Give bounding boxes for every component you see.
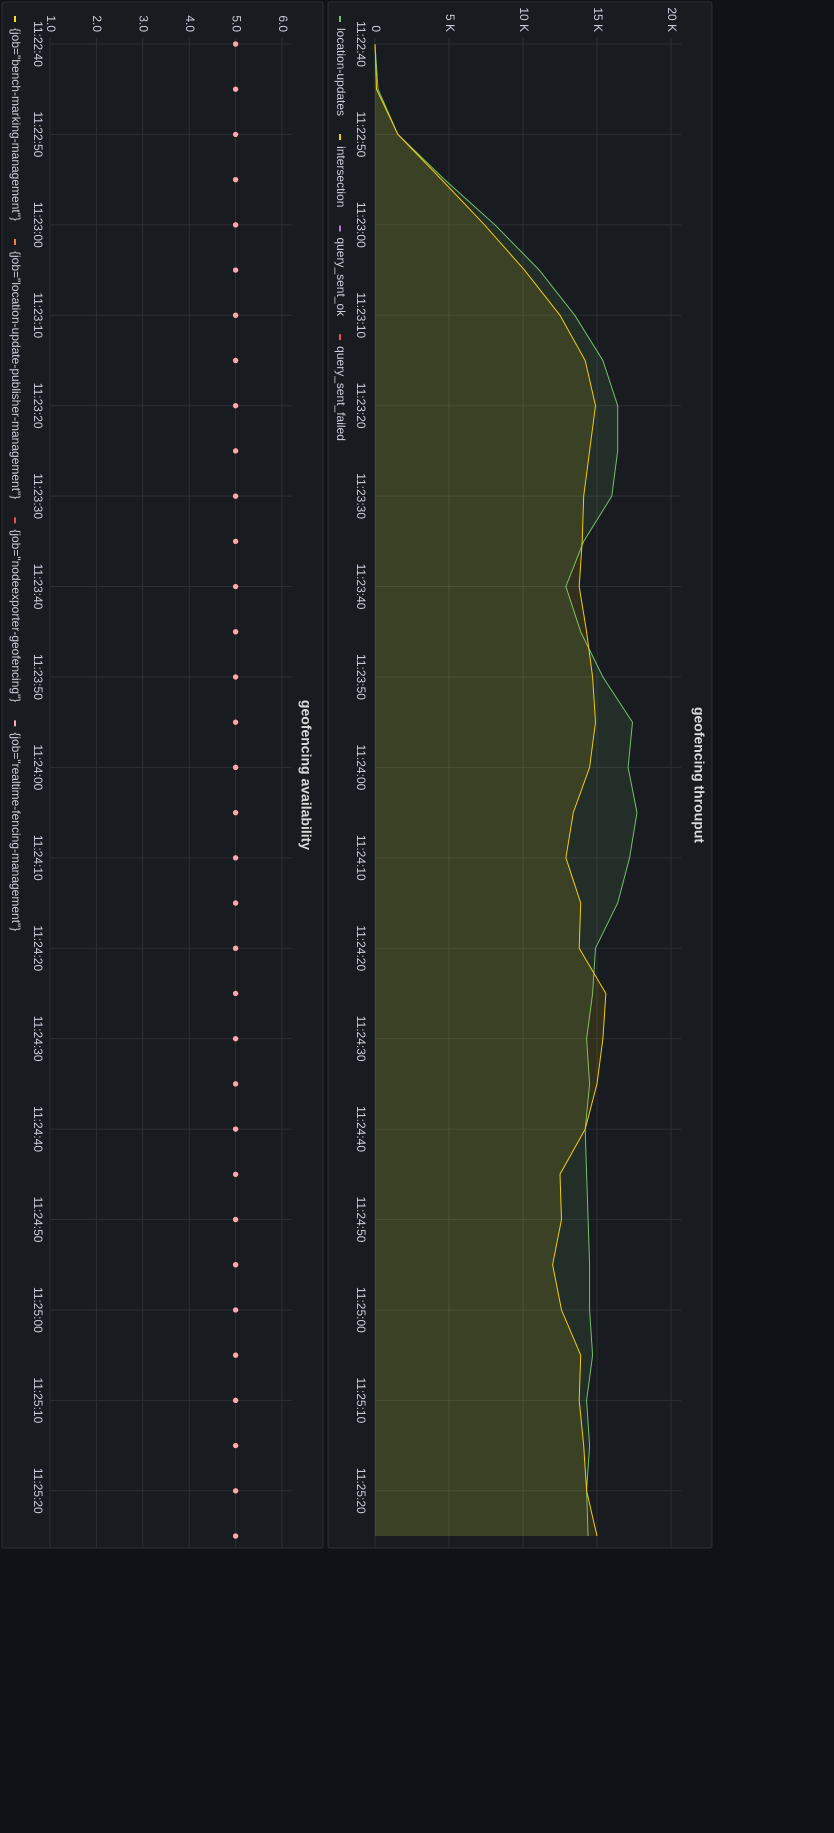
x-tick-label: 11:23:00	[354, 202, 368, 248]
point	[232, 1442, 239, 1449]
x-tick-label: 11:24:50	[354, 1197, 368, 1243]
point	[232, 1036, 239, 1042]
y-tick-label: 10 K	[517, 7, 531, 32]
point	[232, 493, 239, 499]
x-tick-label: 11:23:30	[354, 473, 368, 519]
x-tick-label: 11:23:50	[31, 654, 45, 700]
rotated-dashboard: geofencing throuput 0 5 K 10 K 15 K 20 K 11:22…	[1, 1, 713, 1549]
legend-label: {job="nodeexporter-geofencing"}	[9, 529, 23, 702]
legend-label: query_sent_failed	[334, 346, 348, 441]
area	[375, 44, 606, 1536]
y-tick-label: 4.0	[183, 15, 197, 32]
point	[232, 1171, 239, 1177]
x-tick-label: 11:22:50	[31, 112, 45, 158]
x-tick-label: 11:25:20	[31, 1468, 45, 1514]
point	[232, 1307, 239, 1313]
panel	[327, 1, 713, 1549]
point	[232, 900, 239, 906]
x-tick-label: 11:25:10	[31, 1377, 45, 1423]
point	[232, 1488, 239, 1494]
x-tick-label: 11:22:50	[354, 112, 368, 158]
x-tick-label: 11:23:00	[31, 202, 45, 248]
x-tick-label: 11:23:10	[354, 292, 368, 338]
point	[232, 357, 239, 364]
x-tick-label: 11:23:40	[354, 564, 368, 610]
legend-label: {job="realtime-fencing-management"}	[9, 732, 23, 931]
x-tick-label: 11:24:30	[354, 1016, 368, 1062]
point	[232, 719, 239, 725]
area	[375, 44, 637, 1536]
point	[232, 1262, 239, 1268]
x-tick-label: 11:24:00	[31, 744, 45, 790]
point	[232, 1352, 239, 1358]
point	[232, 1397, 239, 1403]
line	[374, 43, 607, 1537]
point	[232, 674, 239, 680]
y-tick-label: 1.0	[44, 15, 58, 32]
y-tick-label: 2.0	[90, 15, 104, 32]
point	[232, 629, 239, 635]
point	[232, 86, 239, 92]
x-tick-label: 11:25:00	[31, 1287, 45, 1333]
point	[232, 764, 239, 770]
legend-label: {job="location-update-publisher-manageme…	[9, 251, 23, 499]
point	[232, 583, 239, 590]
point	[232, 945, 239, 951]
x-tick-label: 11:22:40	[31, 21, 45, 67]
x-tick-label: 11:25:00	[354, 1287, 368, 1333]
point	[232, 448, 239, 454]
x-tick-label: 11:24:20	[31, 925, 45, 971]
y-tick-label: 5 K	[443, 14, 457, 32]
point	[232, 131, 239, 138]
legend-label: query_sent_ok	[334, 237, 348, 317]
x-tick-label: 11:24:00	[354, 744, 368, 790]
point	[232, 222, 239, 228]
y-tick-label: 0	[369, 25, 383, 32]
point	[232, 177, 239, 183]
x-tick-label: 11:23:20	[354, 383, 368, 429]
point	[232, 403, 239, 409]
legend-label: intersection	[334, 146, 348, 207]
point	[232, 1126, 239, 1132]
point	[232, 267, 239, 273]
x-tick-label: 11:24:10	[31, 835, 45, 881]
legend-label: {job="bench-marking-management"}	[9, 28, 23, 221]
y-tick-label: 3.0	[137, 15, 151, 32]
panel-title: geofencing availability	[298, 700, 314, 850]
y-tick-label: 5.0	[229, 15, 243, 32]
y-tick-label: 20 K	[665, 7, 679, 32]
x-tick-label: 11:23:30	[31, 473, 45, 519]
point	[232, 1533, 239, 1539]
y-tick-label: 15 K	[591, 7, 605, 32]
x-tick-label: 11:23:50	[354, 654, 368, 700]
x-tick-label: 11:23:20	[31, 383, 45, 429]
x-tick-label: 11:24:20	[354, 925, 368, 971]
x-tick-label: 11:24:40	[31, 1106, 45, 1152]
x-tick-label: 11:25:20	[354, 1468, 368, 1514]
legend-label: location-updates	[334, 28, 348, 116]
x-tick-label: 11:22:40	[354, 21, 368, 67]
point	[232, 1081, 239, 1087]
x-tick-label: 11:25:10	[354, 1377, 368, 1423]
x-tick-label: 11:24:40	[354, 1106, 368, 1152]
x-tick-label: 11:24:30	[31, 1016, 45, 1062]
x-tick-label: 11:24:50	[31, 1197, 45, 1243]
line	[374, 43, 638, 1537]
x-tick-label: 11:23:40	[31, 564, 45, 610]
point	[232, 855, 239, 861]
point	[232, 41, 239, 47]
panel-title: geofencing throuput	[691, 707, 707, 843]
panel	[1, 1, 324, 1549]
point	[232, 538, 239, 544]
x-tick-label: 11:23:10	[31, 292, 45, 338]
point	[232, 1216, 239, 1223]
point	[232, 810, 239, 816]
point	[232, 312, 239, 318]
point	[232, 990, 239, 997]
y-tick-label: 6.0	[276, 15, 290, 32]
x-tick-label: 11:24:10	[354, 835, 368, 881]
